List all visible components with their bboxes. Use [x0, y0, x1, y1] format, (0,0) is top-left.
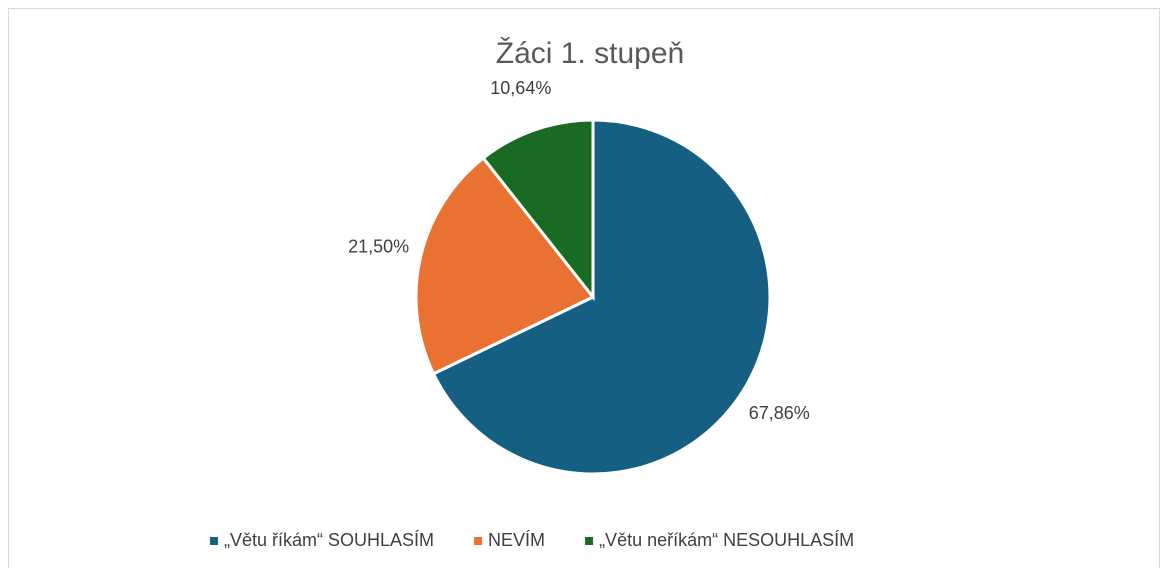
legend-marker	[210, 537, 218, 545]
pie-slice	[414, 155, 596, 376]
data-label: 10,64%	[490, 78, 551, 98]
legend-label: „Větu neříkám“ NESOUHLASÍM	[599, 530, 854, 550]
data-label: 67,86%	[749, 403, 810, 423]
data-label: 21,50%	[348, 236, 409, 256]
legend-label: „Větu říkám“ SOUHLASÍM	[224, 530, 434, 550]
legend-marker	[585, 537, 594, 545]
legend-label: NEVÍM	[488, 530, 545, 550]
legend-marker	[474, 537, 483, 545]
chart-title: Žáci 1. stupeň	[496, 37, 684, 70]
pie-slice	[431, 118, 772, 476]
pie-slice	[481, 118, 595, 302]
